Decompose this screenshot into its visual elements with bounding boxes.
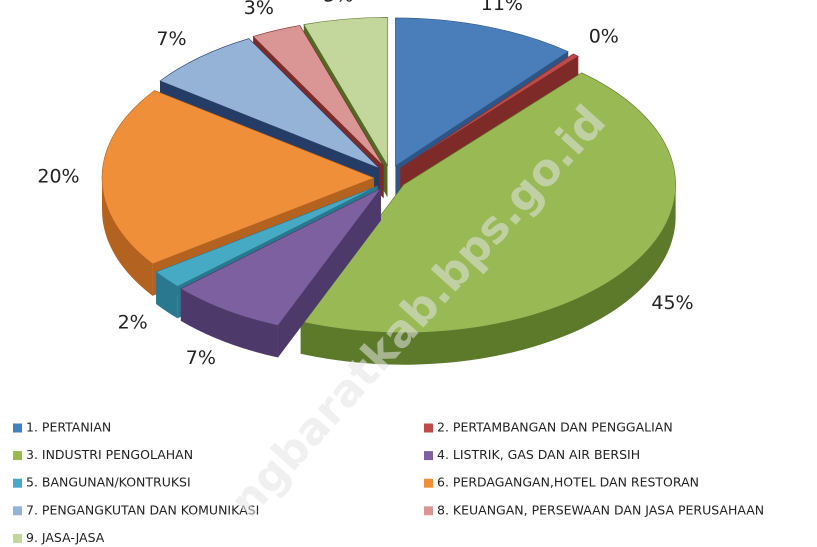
legend-label: 4. LISTRIK, GAS DAN AIR BERSIH bbox=[437, 447, 640, 462]
legend-swatch bbox=[424, 506, 433, 516]
legend-label: 9. JASA-JASA bbox=[26, 530, 105, 545]
legend-label: 2. PERTAMBANGAN DAN PENGGALIAN bbox=[437, 420, 673, 435]
data-label: 0% bbox=[589, 26, 619, 48]
legend-label: 3. INDUSTRI PENGOLAHAN bbox=[26, 447, 193, 462]
data-labels: 11% 0% 45% 7% 2% 20% 7% 3% 5% bbox=[37, 0, 693, 369]
data-label: 3% bbox=[244, 0, 274, 19]
legend-label: 8. KEUANGAN, PERSEWAAN DAN JASA PERUSAHA… bbox=[437, 502, 764, 517]
legend-swatch bbox=[13, 533, 22, 543]
legend-swatch bbox=[13, 423, 22, 433]
data-label: 5% bbox=[323, 0, 353, 6]
legend: 1. PERTANIAN 2. PERTAMBANGAN DAN PENGGALI… bbox=[13, 420, 764, 545]
slice bbox=[395, 17, 569, 167]
data-label: 11% bbox=[481, 0, 523, 15]
slice bbox=[300, 72, 676, 333]
legend-swatch bbox=[424, 451, 433, 461]
legend-swatch bbox=[13, 478, 22, 488]
slice bbox=[400, 53, 579, 169]
data-label: 20% bbox=[37, 165, 79, 187]
slice bbox=[159, 38, 380, 169]
pie bbox=[101, 17, 676, 365]
slice bbox=[155, 185, 378, 287]
slice-side bbox=[156, 272, 178, 319]
legend-swatch bbox=[424, 423, 433, 433]
slice-side bbox=[180, 288, 278, 358]
data-label: 7% bbox=[156, 28, 186, 50]
legend-label: 7. PENGANGKUTAN DAN KOMUNIKASI bbox=[26, 502, 259, 517]
slice-side bbox=[300, 184, 676, 365]
legend-label: 1. PERTANIAN bbox=[26, 420, 111, 435]
slice bbox=[252, 25, 384, 167]
slice bbox=[303, 17, 388, 167]
legend-swatch bbox=[13, 451, 22, 461]
legend-swatch bbox=[13, 506, 22, 516]
data-label: 2% bbox=[118, 312, 148, 334]
slice bbox=[101, 90, 375, 265]
slice bbox=[180, 188, 382, 326]
legend-swatch bbox=[424, 478, 433, 488]
data-label: 7% bbox=[186, 347, 216, 369]
data-label: 45% bbox=[651, 292, 693, 314]
legend-label: 5. BANGUNAN/KONTRUKSI bbox=[26, 475, 191, 490]
slice-side bbox=[102, 177, 153, 296]
legend-label: 6. PERDAGANGAN,HOTEL DAN RESTORAN bbox=[437, 475, 699, 490]
